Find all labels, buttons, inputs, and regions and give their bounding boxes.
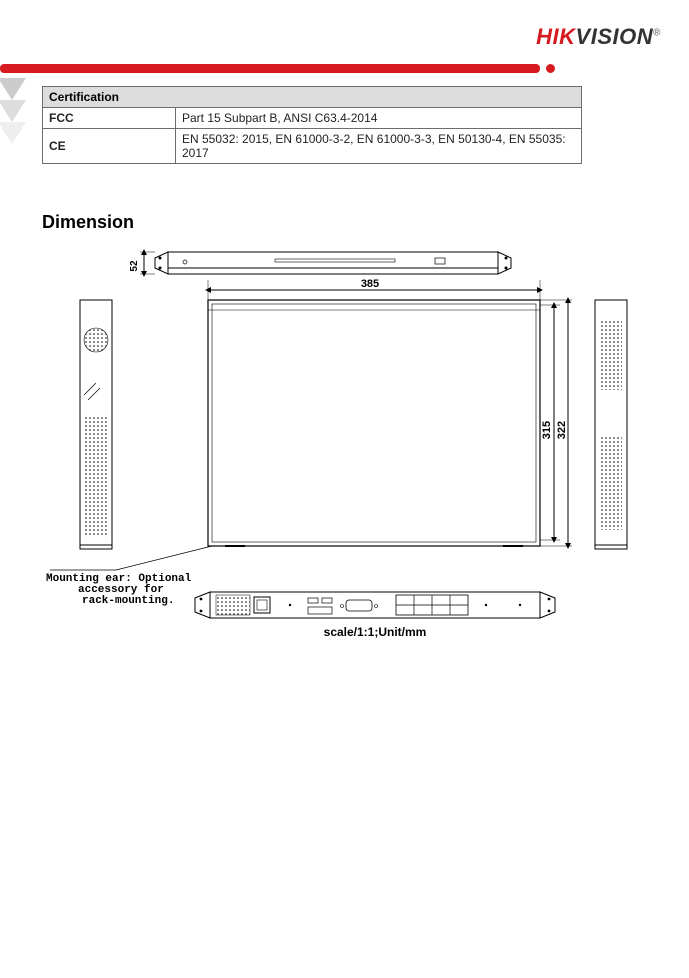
certification-table: Certification FCC Part 15 Subpart B, ANS…: [42, 86, 582, 164]
front-view: 52: [129, 252, 511, 274]
registered-mark: ®: [653, 28, 661, 39]
dimension-diagram: 52 385: [40, 240, 650, 640]
logo-prefix: HIK: [536, 24, 575, 49]
annotation-leader: [50, 546, 212, 570]
dim-label-52: 52: [129, 260, 140, 272]
scale-label: scale/1:1;Unit/mm: [324, 625, 427, 639]
dimension-title: Dimension: [42, 212, 134, 233]
table-header-row: Certification: [43, 87, 582, 108]
cert-label: FCC: [43, 108, 176, 129]
depth-dimension: 315 322: [540, 300, 572, 546]
brand-logo: HIKVISION®: [536, 24, 661, 50]
cert-label: CE: [43, 129, 176, 164]
accent-dot: [546, 64, 555, 73]
arrow-watermark-icon: [0, 78, 48, 173]
width-dimension: 385: [208, 278, 540, 300]
accent-bar-line: [0, 64, 540, 73]
side-view-left: [80, 300, 112, 549]
rear-view: [195, 592, 555, 618]
cert-header: Certification: [43, 87, 582, 108]
dimension-svg: 52 385: [40, 240, 650, 640]
dim-label-315: 315: [541, 421, 553, 439]
annotation-line3: rack-mounting.: [82, 595, 174, 607]
accent-bar: [0, 58, 548, 80]
top-view: [208, 300, 540, 546]
table-row: FCC Part 15 Subpart B, ANSI C63.4-2014: [43, 108, 582, 129]
side-view-right: [595, 300, 627, 549]
page: HIKVISION® Certification FCC Part 15 Sub…: [0, 0, 689, 978]
cert-value: EN 55032: 2015, EN 61000-3-2, EN 61000-3…: [176, 129, 582, 164]
dim-label-322: 322: [556, 421, 568, 439]
table-row: CE EN 55032: 2015, EN 61000-3-2, EN 6100…: [43, 129, 582, 164]
cert-value: Part 15 Subpart B, ANSI C63.4-2014: [176, 108, 582, 129]
dim-label-385: 385: [361, 278, 379, 290]
logo-suffix: VISION: [576, 24, 654, 49]
